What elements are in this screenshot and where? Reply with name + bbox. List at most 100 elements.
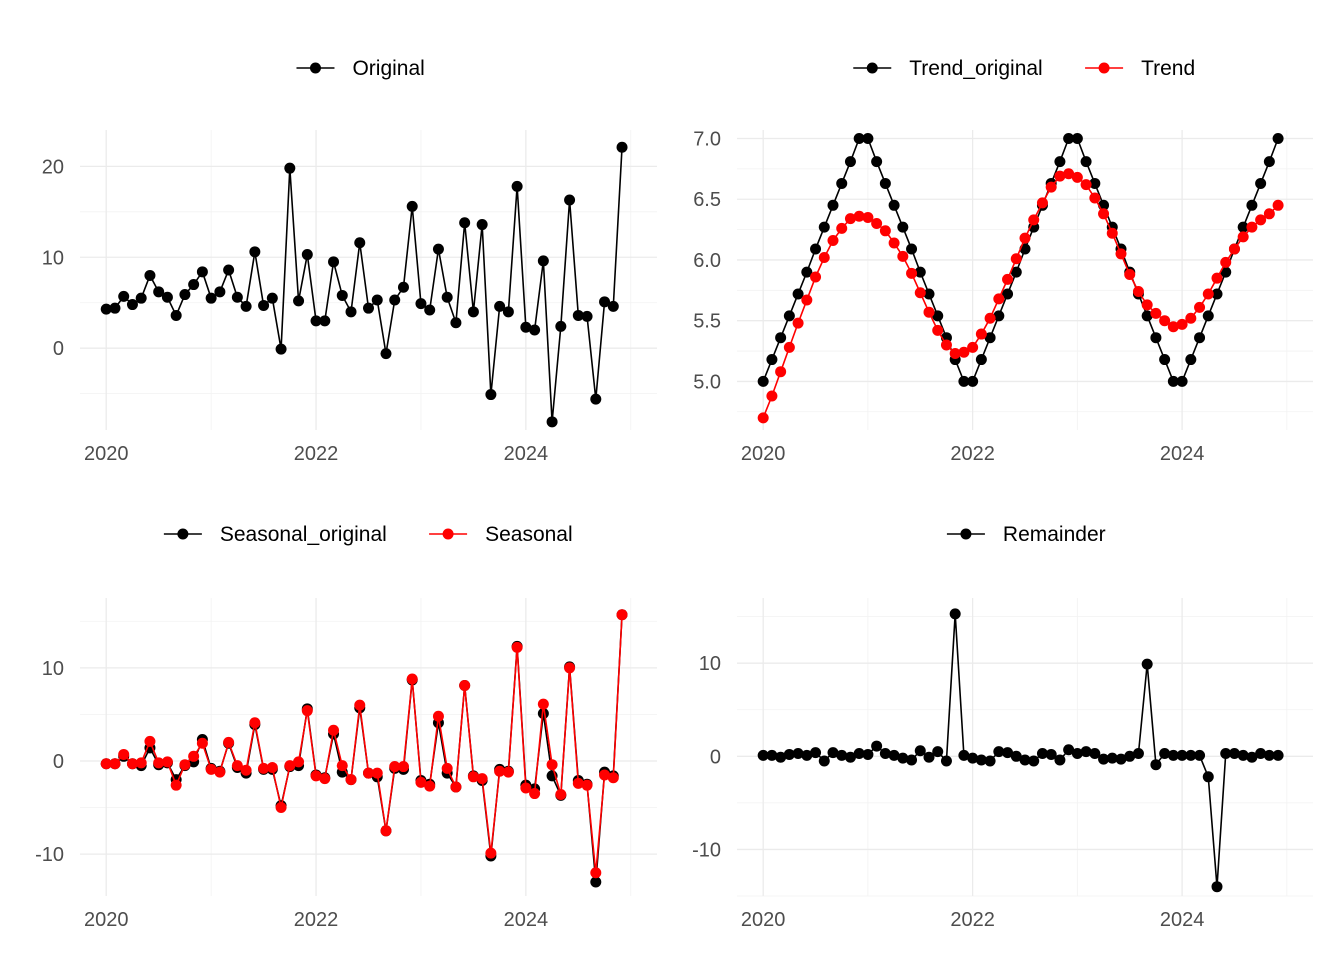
data-point [354, 237, 366, 249]
legend-key-point [866, 62, 878, 74]
data-point [818, 221, 830, 233]
data-point [275, 343, 287, 355]
legend-item-seasonal: Seasonal [429, 523, 573, 546]
data-point [958, 749, 970, 761]
data-point [1220, 748, 1232, 760]
data-point [1246, 199, 1258, 211]
legend-key-point [960, 528, 972, 540]
data-point [871, 218, 883, 230]
data-point [293, 295, 305, 307]
data-point [1263, 156, 1275, 168]
data-point [1063, 744, 1075, 756]
data-point [467, 306, 479, 318]
data-point [888, 199, 900, 211]
data-point [1098, 753, 1110, 765]
data-point [871, 156, 883, 168]
y-tick-label: 5.0 [693, 371, 721, 393]
data-point [1255, 214, 1267, 226]
data-point [993, 293, 1005, 305]
data-point [906, 754, 918, 766]
data-point [432, 243, 444, 255]
data-point [932, 324, 944, 336]
y-axis-ticks: -10 0 10 [692, 653, 721, 861]
data-point [1220, 266, 1232, 278]
data-point [958, 375, 970, 387]
data-point [818, 252, 830, 264]
data-point [1106, 752, 1118, 764]
data-point [775, 332, 787, 344]
data-point [590, 393, 602, 405]
data-point [1228, 748, 1240, 760]
data-point [599, 296, 611, 308]
gridlines [737, 598, 1313, 897]
data-point [153, 757, 165, 769]
y-tick-label: 10 [42, 247, 64, 269]
x-tick-label: 2024 [1160, 443, 1205, 465]
data-point [371, 294, 383, 306]
data-point [607, 772, 619, 784]
data-point [1124, 750, 1136, 762]
data-point [564, 662, 576, 674]
data-point [967, 752, 979, 764]
y-tick-label: 0 [710, 746, 721, 768]
data-point [914, 745, 926, 757]
data-point [564, 194, 576, 206]
panel-remainder: 2020 2022 2024 -10 0 10 Remainder [692, 523, 1313, 931]
data-point [354, 699, 366, 711]
data-point [100, 303, 112, 315]
data-point [783, 310, 795, 322]
y-tick-label: -10 [692, 839, 721, 861]
y-tick-label: 0 [53, 751, 64, 773]
data-point [757, 375, 769, 387]
data-point [853, 748, 865, 760]
data-point [432, 710, 444, 722]
legend-key-point [309, 62, 321, 74]
data-point [1045, 748, 1057, 760]
data-point [153, 286, 165, 298]
data-point [879, 177, 891, 189]
data-point [949, 347, 961, 359]
data-point [537, 707, 549, 719]
data-point [1010, 750, 1022, 762]
data-point [1159, 748, 1171, 760]
gridlines [80, 598, 657, 896]
legend-label: Trend [1141, 57, 1195, 80]
data-point [223, 264, 235, 276]
data-point [494, 300, 506, 312]
data-point [100, 758, 112, 770]
data-point [380, 348, 392, 360]
data-point [485, 389, 497, 401]
legend-label: Seasonal [485, 523, 573, 546]
data-point [328, 256, 340, 268]
data-point [827, 747, 839, 759]
data-point [389, 294, 401, 306]
data-point [126, 758, 138, 770]
x-tick-label: 2024 [504, 909, 549, 931]
data-point [1063, 133, 1075, 144]
data-point [389, 761, 401, 773]
data-point [520, 321, 532, 333]
data-point [1255, 748, 1267, 760]
x-axis-ticks: 2020 2022 2024 [84, 909, 548, 931]
y-tick-label: 7.0 [693, 129, 721, 151]
data-point [801, 294, 813, 306]
data-point [1246, 751, 1258, 763]
legend: Original [296, 57, 425, 80]
data-point [1228, 243, 1240, 255]
data-point [1255, 177, 1267, 189]
data-point [775, 366, 787, 378]
data-point [1071, 748, 1083, 760]
y-tick-label: 10 [42, 658, 64, 680]
data-point [301, 249, 313, 261]
legend-key-point [177, 528, 189, 540]
data-point [1272, 133, 1284, 144]
data-point [1167, 749, 1179, 761]
data-point [1211, 288, 1223, 300]
data-point [792, 288, 804, 300]
data-point [1150, 759, 1162, 771]
data-point [836, 749, 848, 761]
x-axis-ticks: 2020 2022 2024 [84, 443, 548, 465]
data-point [284, 162, 296, 174]
